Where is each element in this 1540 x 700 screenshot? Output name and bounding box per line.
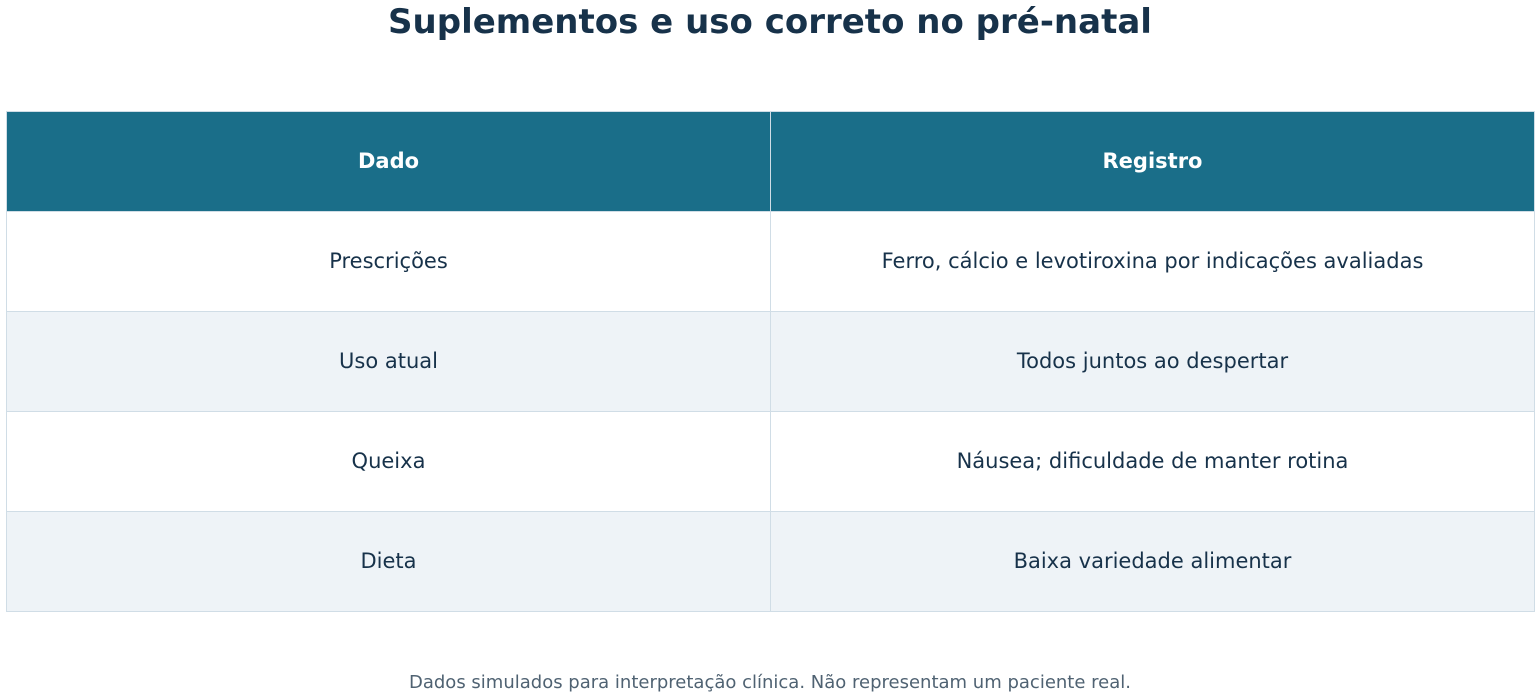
table-cell: Prescrições [6,211,771,312]
footnote: Dados simulados para interpretação clíni… [408,672,1131,693]
header-cell: Dado [6,111,771,212]
table-cell: Náusea; dificuldade de manter rotina [770,411,1535,512]
table-cell: Todos juntos ao despertar [770,311,1535,412]
table-row: Queixa Náusea; dificuldade de manter roti… [6,411,1535,512]
table-row: Dieta Baixa variedade alimentar [6,511,1535,612]
header-row: Dado Registro [6,111,1535,212]
table-cell: Ferro, cálcio e levotiroxina por indicaç… [770,211,1535,312]
table-cell: Queixa [6,411,771,512]
table: Dado Registro Prescrições Ferro, cálcio e … [6,111,1535,612]
table-cell: Dieta [6,511,771,612]
title: Suplementos e uso correto no pré-natal [388,2,1152,42]
header-cell: Registro [770,111,1535,212]
table-row: Prescrições Ferro, cálcio e levotiroxina … [6,211,1535,312]
table-cell: Baixa variedade alimentar [770,511,1535,612]
table-body: Prescrições Ferro, cálcio e levotiroxina … [6,211,1535,612]
table-cell: Uso atual [6,311,771,412]
table-row: Uso atual Todos juntos ao despertar [6,311,1535,412]
